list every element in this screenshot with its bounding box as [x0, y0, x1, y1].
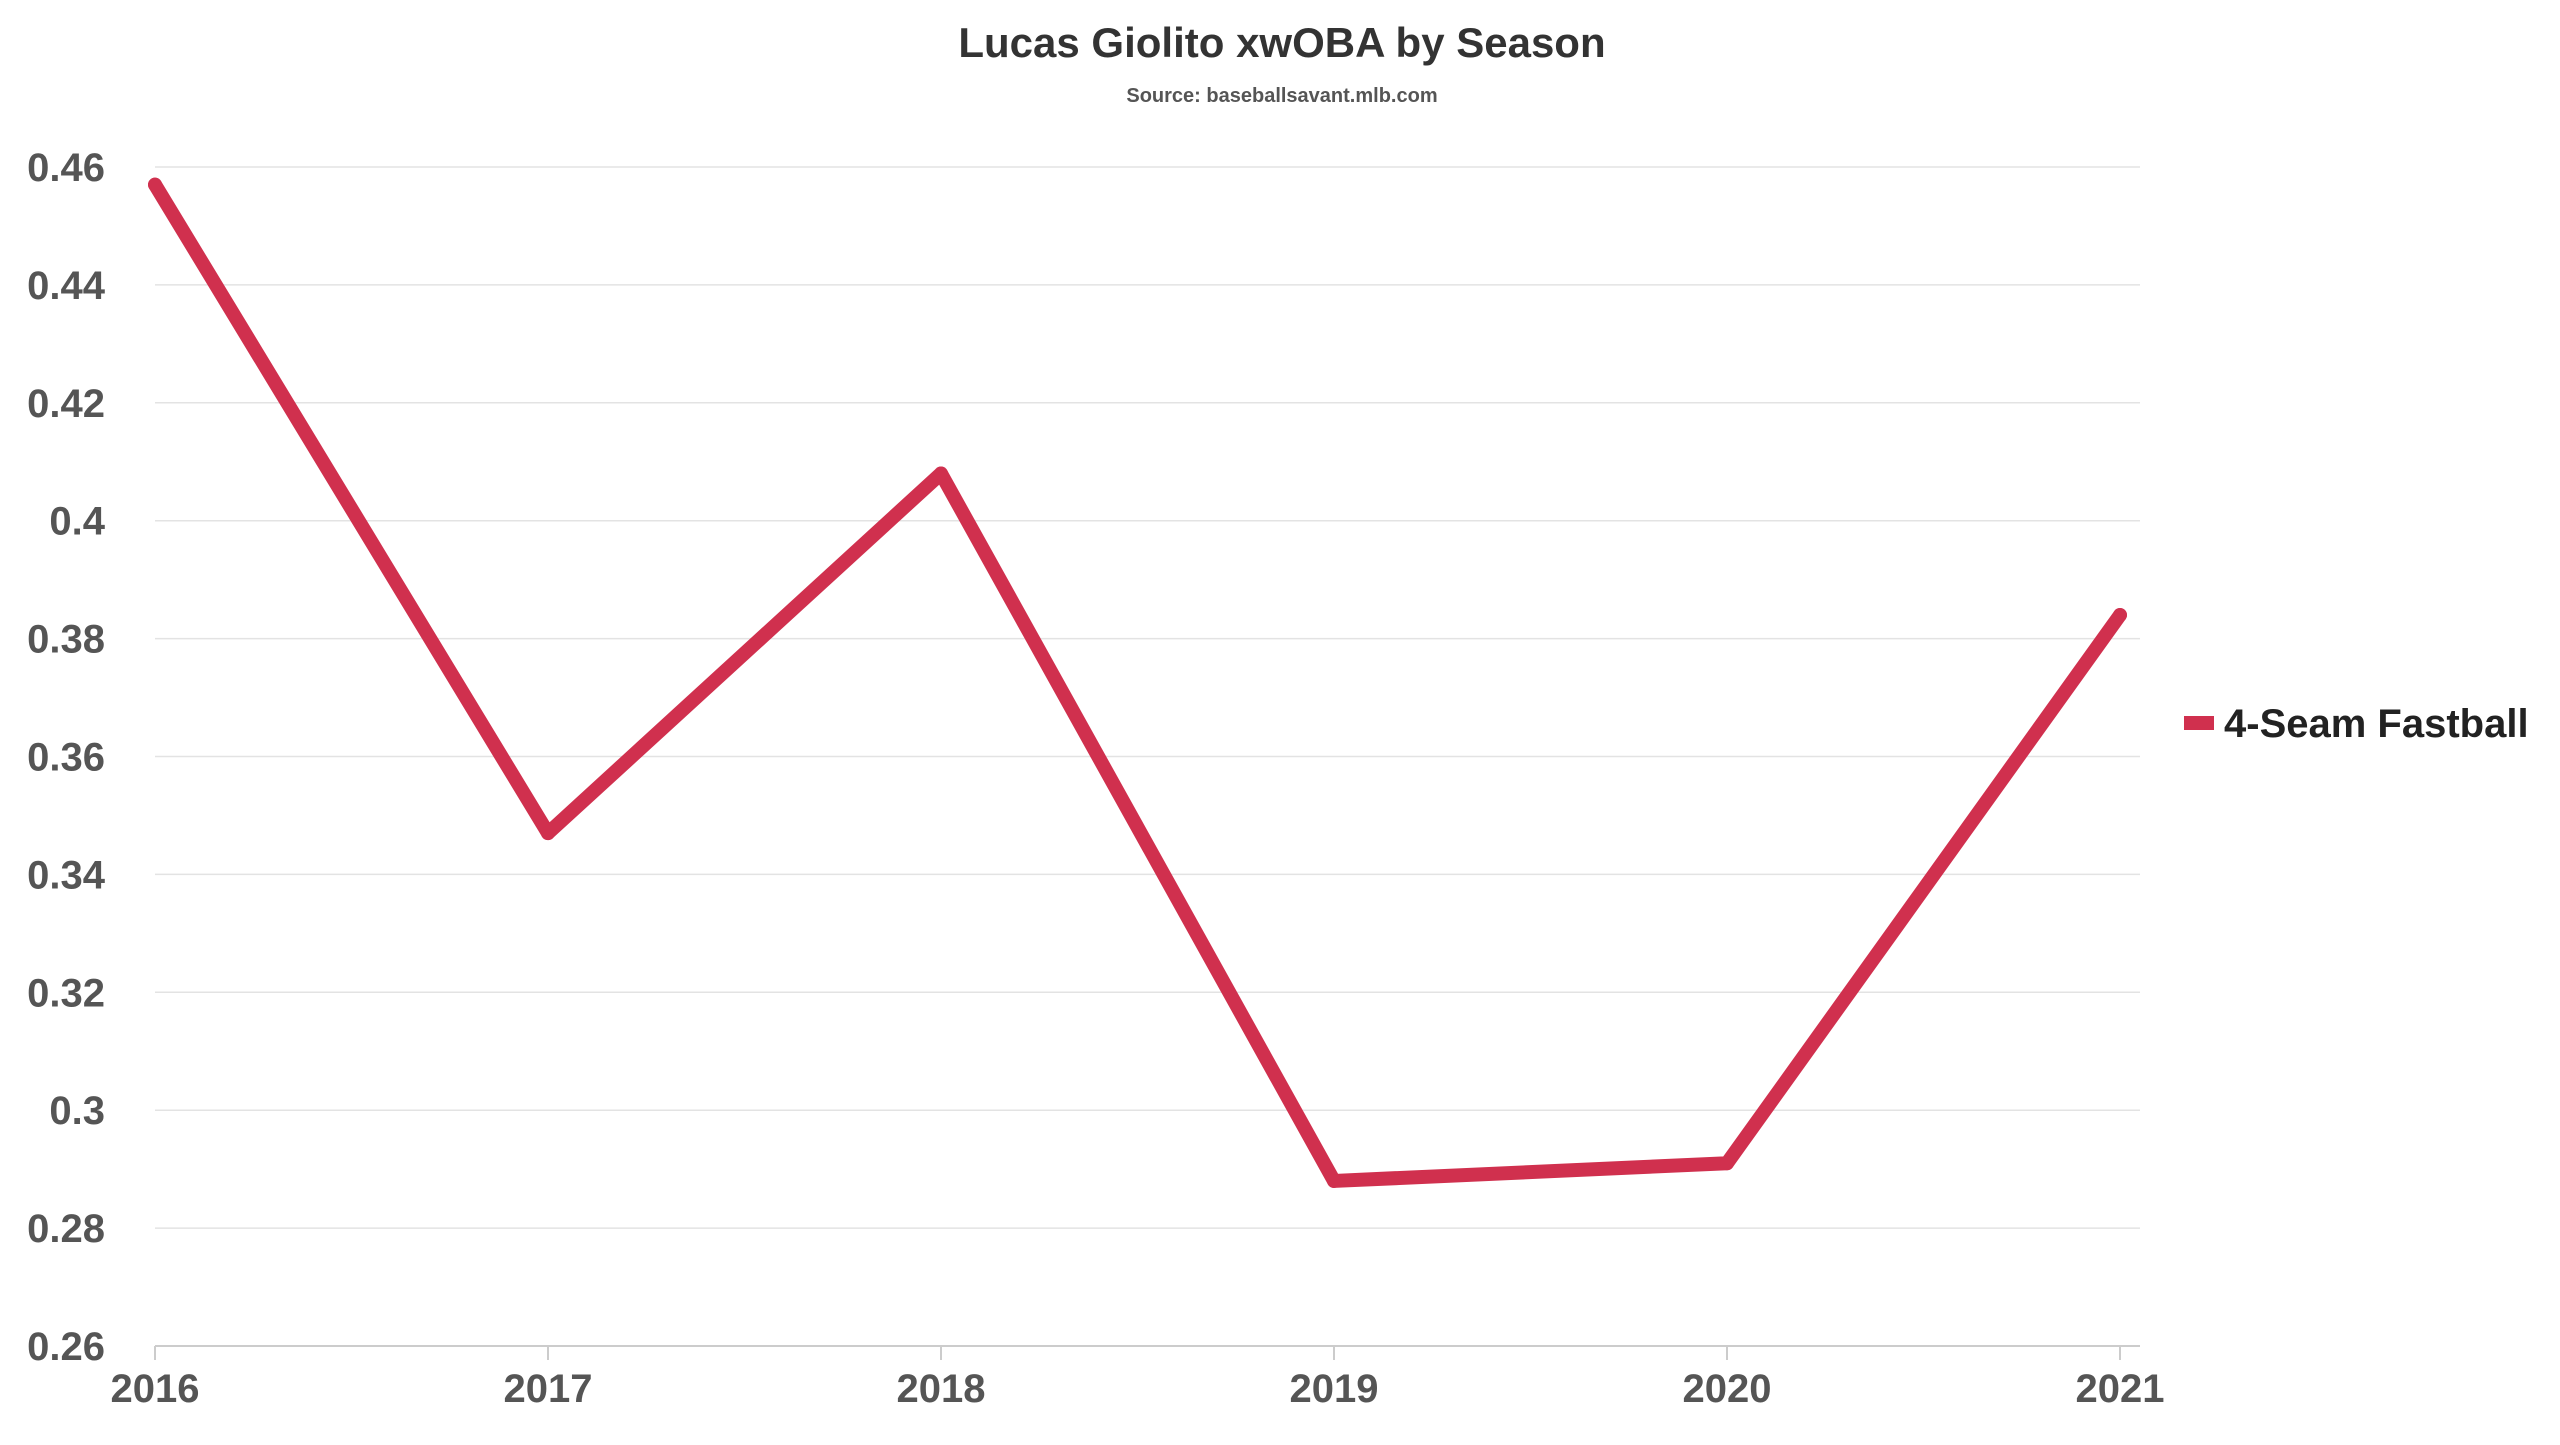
- y-tick-label: 0.4: [49, 500, 105, 544]
- x-tick-label: 2018: [897, 1367, 986, 1411]
- series: [148, 177, 2127, 1188]
- data-point: [1720, 1156, 1734, 1171]
- legend: 4-Seam Fastball: [2184, 702, 2529, 746]
- y-tick-label: 0.46: [27, 146, 105, 190]
- y-tick-label: 0.34: [27, 853, 106, 897]
- data-point: [934, 466, 948, 481]
- x-tick-label: 2019: [1290, 1367, 1379, 1411]
- legend-label: 4-Seam Fastball: [2224, 702, 2529, 746]
- y-tick-label: 0.3: [49, 1089, 105, 1133]
- legend-swatch: [2184, 716, 2214, 730]
- data-point: [541, 826, 555, 841]
- data-point: [1327, 1173, 1341, 1188]
- series-line: [148, 177, 2127, 1188]
- x-tick-label: 2021: [2076, 1367, 2165, 1411]
- y-tick-label: 0.36: [27, 736, 105, 780]
- y-tick-label: 0.26: [27, 1325, 105, 1369]
- y-tick-label: 0.28: [27, 1207, 105, 1251]
- axes: [154, 1345, 2140, 1360]
- x-tick-label: 2016: [111, 1367, 200, 1411]
- x-axis-ticks: 2016 2017 2018 2019 2020 2021: [111, 1367, 2165, 1411]
- data-point: [2113, 608, 2127, 623]
- chart-title: Lucas Giolito xwOBA by Season: [958, 19, 1605, 66]
- y-tick-label: 0.38: [27, 618, 105, 662]
- chart-subtitle: Source: baseballsavant.mlb.com: [1126, 85, 1437, 107]
- y-tick-label: 0.42: [27, 382, 105, 426]
- gridlines: [155, 166, 2140, 1229]
- y-tick-label: 0.32: [27, 971, 105, 1015]
- y-axis-ticks: 0.26 0.28 0.3 0.32 0.34 0.36 0.38 0.4 0.42 0.44 0.…: [27, 146, 106, 1369]
- x-tick-label: 2020: [1683, 1367, 1772, 1411]
- y-tick-label: 0.44: [27, 264, 106, 308]
- x-tick-label: 2017: [504, 1367, 593, 1411]
- data-point: [148, 177, 162, 192]
